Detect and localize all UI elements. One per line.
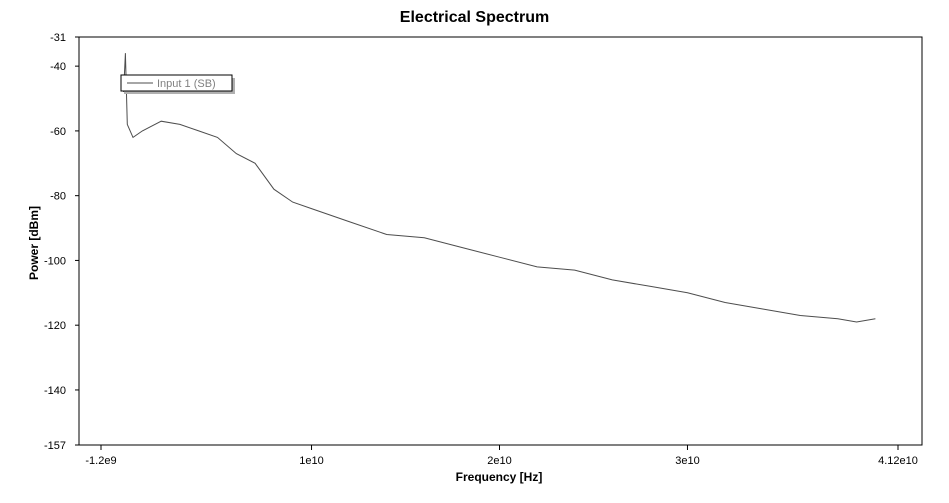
x-tick-label: -1.2e9: [85, 455, 116, 467]
x-tick-label: 1e10: [299, 455, 323, 467]
legend-box: [120, 74, 233, 92]
y-tick-label: -120: [44, 320, 66, 332]
y-tick-label: -100: [44, 255, 66, 267]
y-tick-label: -40: [50, 61, 66, 73]
y-tick-label: -140: [44, 385, 66, 397]
y-axis: -31 -40 -60 -80 -100 -120 -140 -157: [44, 32, 79, 452]
series-line: [123, 53, 876, 323]
y-tick-label: -157: [44, 440, 66, 452]
y-tick-label: -60: [50, 126, 66, 138]
x-tick-label: 2e10: [487, 455, 511, 467]
x-tick-label: 4.12e10: [878, 455, 918, 467]
y-tick-label: -31: [50, 32, 66, 44]
y-tick-label: -80: [50, 191, 66, 203]
y-axis-label: Power [dBm]: [27, 206, 41, 280]
legend: Input 1 (SB): [120, 74, 235, 94]
x-axis: -1.2e9 1e10 2e10 3e10 4.12e10: [85, 445, 918, 467]
plot-area: [78, 36, 923, 446]
legend-label: Input 1 (SB): [157, 78, 216, 90]
x-tick-label: 3e10: [675, 455, 699, 467]
chart-title: Electrical Spectrum: [399, 9, 550, 26]
x-axis-label: Frequency [Hz]: [456, 470, 543, 484]
